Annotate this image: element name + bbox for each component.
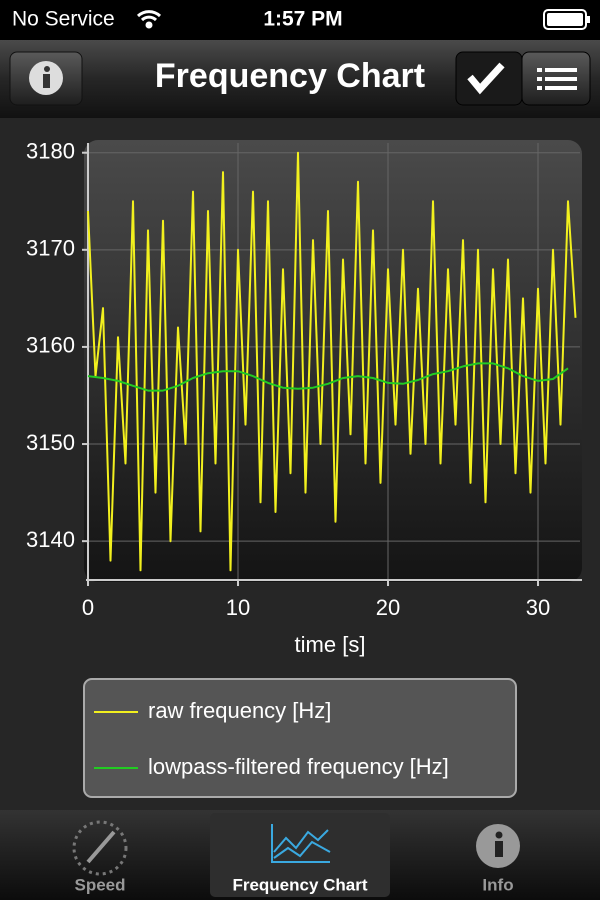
x-axis-label: time [s]: [295, 632, 366, 657]
x-tick-label: 0: [82, 595, 94, 620]
tab-label[interactable]: Info: [482, 875, 513, 894]
chart-icon[interactable]: [271, 824, 331, 863]
y-tick-label: 3180: [26, 139, 75, 164]
speed-icon[interactable]: [72, 820, 128, 876]
ticks: 3140 3150 3160 3170 3180 0 10 20 30: [26, 139, 550, 620]
list-button[interactable]: [521, 51, 591, 106]
legend-label: lowpass-filtered frequency [Hz]: [148, 754, 449, 779]
info-button[interactable]: [9, 51, 83, 106]
series-line: [87, 151, 577, 572]
nav-title: Frequency Chart: [155, 57, 425, 95]
check-button[interactable]: [455, 51, 523, 106]
legend: [83, 678, 517, 798]
series-lines: [87, 151, 577, 572]
tab-label[interactable]: Speed: [74, 875, 125, 894]
battery-icon: [543, 9, 590, 30]
wifi-icon: [136, 10, 162, 29]
clock: 1:57 PM: [263, 8, 342, 31]
y-tick-label: 3160: [26, 333, 75, 358]
legend-entries: raw frequency [Hz] lowpass-filtered frequ…: [94, 698, 449, 779]
x-tick-label: 10: [226, 595, 250, 620]
info-tab-icon[interactable]: [476, 824, 520, 868]
tab-label[interactable]: Frequency Chart: [232, 875, 367, 894]
status-bar: [0, 0, 600, 40]
series-line: [87, 362, 569, 392]
legend-label: raw frequency [Hz]: [148, 698, 331, 723]
x-tick-label: 20: [376, 595, 400, 620]
x-tick-label: 30: [526, 595, 550, 620]
y-tick-label: 3170: [26, 236, 75, 261]
y-tick-label: 3140: [26, 527, 75, 552]
y-tick-label: 3150: [26, 430, 75, 455]
carrier: No Service: [12, 8, 115, 31]
